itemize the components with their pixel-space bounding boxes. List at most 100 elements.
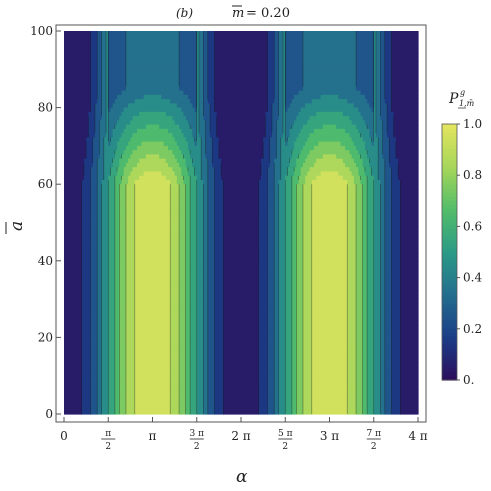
contour-cell bbox=[347, 303, 357, 309]
contour-cell bbox=[97, 235, 103, 241]
contour-cell bbox=[196, 103, 200, 109]
contour-cell bbox=[174, 120, 189, 126]
contour-cell bbox=[367, 401, 375, 407]
contour-cell bbox=[400, 299, 419, 304]
contour-cell bbox=[302, 324, 313, 330]
contour-cell bbox=[214, 282, 224, 287]
contour-cell bbox=[97, 205, 103, 211]
contour-cell bbox=[267, 384, 275, 390]
contour-cell bbox=[97, 90, 103, 96]
contour-cell bbox=[207, 384, 216, 390]
contour-cell bbox=[97, 371, 103, 377]
contour-cell bbox=[190, 337, 198, 343]
contour-cell bbox=[190, 265, 198, 270]
contour-cell bbox=[214, 256, 224, 262]
contour-cell bbox=[367, 260, 375, 266]
contour-cell bbox=[99, 145, 105, 151]
contour-cell bbox=[362, 396, 368, 402]
contour-cell bbox=[201, 175, 209, 181]
contour-cell bbox=[207, 158, 213, 164]
contour-cell bbox=[114, 201, 120, 207]
contour-cell bbox=[101, 252, 109, 258]
contour-cell bbox=[179, 60, 198, 66]
contour-cell bbox=[97, 320, 103, 326]
contour-cell bbox=[274, 73, 280, 79]
contour-cell bbox=[125, 294, 136, 300]
contour-cell bbox=[97, 226, 103, 232]
contour-cell bbox=[179, 192, 187, 198]
contour-cell bbox=[179, 239, 187, 245]
contour-cell bbox=[302, 213, 313, 219]
contour-cell bbox=[108, 107, 112, 113]
contour-cell bbox=[64, 43, 92, 49]
contour-cell bbox=[170, 367, 180, 373]
contour-cell bbox=[258, 409, 269, 415]
contour-cell bbox=[274, 401, 280, 407]
contour-cell bbox=[207, 307, 216, 313]
contour-cell bbox=[108, 384, 116, 390]
contour-cell bbox=[280, 162, 291, 168]
contour-cell bbox=[223, 328, 260, 334]
contour-cell bbox=[90, 299, 98, 304]
contour-cell bbox=[101, 205, 109, 211]
contour-cell bbox=[291, 269, 297, 275]
contour-cell bbox=[185, 320, 191, 326]
contour-cell bbox=[106, 94, 109, 100]
contour-cell bbox=[274, 299, 280, 304]
contour-cell bbox=[214, 86, 269, 92]
contour-cell bbox=[291, 265, 297, 270]
contour-cell bbox=[311, 303, 348, 309]
contour-cell bbox=[198, 124, 207, 130]
contour-cell bbox=[125, 235, 136, 241]
contour-cell bbox=[258, 375, 269, 381]
contour-cell bbox=[302, 345, 313, 351]
contour-cell bbox=[101, 375, 109, 381]
contour-cell bbox=[267, 286, 275, 292]
contour-cell bbox=[114, 243, 120, 249]
contour-cell bbox=[203, 252, 209, 258]
contour-cell bbox=[196, 218, 204, 224]
contour-cell bbox=[362, 328, 368, 334]
x-tick-numerator-1: π bbox=[105, 429, 111, 439]
contour-cell bbox=[362, 303, 368, 309]
contour-cell bbox=[347, 294, 357, 300]
contour-cell bbox=[285, 111, 300, 117]
contour-cell bbox=[108, 35, 127, 41]
contour-cell bbox=[207, 316, 216, 321]
contour-cell bbox=[291, 388, 297, 394]
contour-cell bbox=[393, 133, 419, 138]
contour-cell bbox=[373, 192, 381, 198]
contour-cell bbox=[203, 392, 209, 398]
contour-cell bbox=[114, 282, 120, 287]
contour-cell bbox=[203, 196, 209, 202]
contour-cell bbox=[119, 201, 127, 207]
contour-cell bbox=[203, 299, 209, 304]
contour-cell bbox=[64, 52, 92, 58]
contour-cell bbox=[384, 282, 393, 287]
contour-cell bbox=[356, 341, 364, 347]
contour-cell bbox=[358, 128, 370, 134]
contour-cell bbox=[291, 333, 297, 338]
contour-cell bbox=[81, 235, 92, 241]
contour-cell bbox=[64, 205, 83, 211]
contour-cell bbox=[125, 196, 136, 202]
contour-cell bbox=[90, 196, 98, 202]
contour-cell bbox=[378, 141, 384, 147]
contour-cell bbox=[192, 162, 202, 168]
contour-cell bbox=[134, 316, 171, 321]
contour-cell bbox=[125, 209, 136, 215]
contour-cell bbox=[384, 39, 393, 45]
contour-cell bbox=[384, 256, 393, 262]
contour-cell bbox=[393, 124, 419, 130]
contour-cell bbox=[274, 82, 280, 87]
contour-cell bbox=[108, 52, 127, 58]
contour-cell bbox=[344, 128, 359, 134]
colorbar-segment bbox=[442, 152, 457, 157]
contour-cell bbox=[207, 358, 216, 364]
contour-cell bbox=[380, 362, 386, 368]
contour-cell bbox=[221, 167, 262, 173]
contour-cell bbox=[101, 196, 109, 202]
contour-cell bbox=[356, 358, 364, 364]
contour-cell bbox=[391, 99, 419, 104]
contour-cell bbox=[64, 252, 83, 258]
